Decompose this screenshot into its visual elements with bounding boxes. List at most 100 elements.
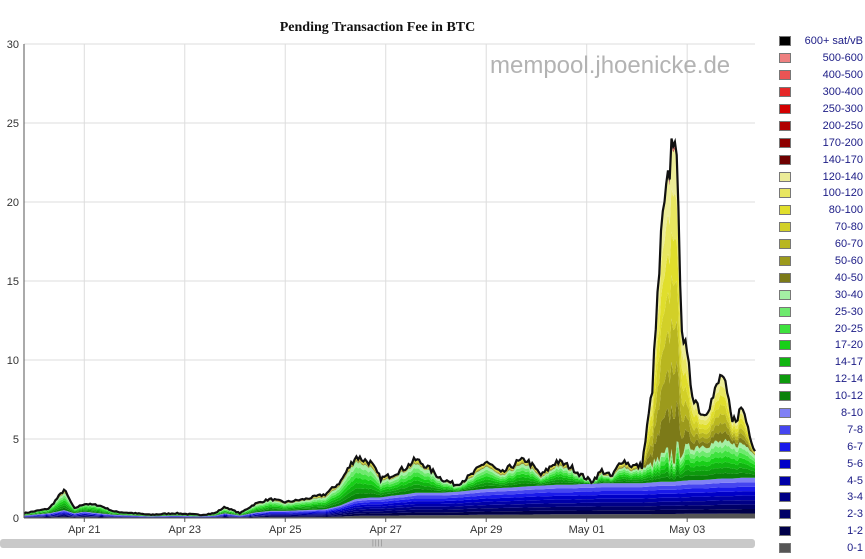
chart-title: Pending Transaction Fee in BTC <box>279 20 476 35</box>
legend-label: 400-500 <box>822 69 863 82</box>
legend-swatch <box>779 408 791 419</box>
legend-swatch <box>779 475 791 486</box>
legend-swatch <box>779 137 791 148</box>
legend-item[interactable]: 10-12 <box>779 388 863 405</box>
x-tick-label: Apr 21 <box>68 524 100 536</box>
legend-item[interactable]: 600+ sat/vB <box>779 33 863 50</box>
legend-swatch <box>779 120 791 131</box>
legend-swatch <box>779 458 791 469</box>
legend-swatch <box>779 272 791 283</box>
legend-label: 17-20 <box>834 339 863 352</box>
legend-item[interactable]: 3-4 <box>779 489 863 506</box>
legend-item[interactable]: 30-40 <box>779 286 863 303</box>
time-scrollbar[interactable]: |||| <box>0 539 755 548</box>
legend-item[interactable]: 200-250 <box>779 117 863 134</box>
legend-label: 600+ sat/vB <box>804 35 863 48</box>
legend-swatch <box>779 526 791 537</box>
legend-label: 5-6 <box>847 457 863 470</box>
area-3-4 <box>24 500 755 518</box>
legend-label: 20-25 <box>834 322 863 335</box>
legend-item[interactable]: 8-10 <box>779 405 863 422</box>
legend-swatch <box>779 256 791 267</box>
legend-item[interactable]: 14-17 <box>779 354 863 371</box>
area-10-12 <box>24 472 755 517</box>
legend-item[interactable]: 60-70 <box>779 236 863 253</box>
legend-item[interactable]: 80-100 <box>779 202 863 219</box>
area-5-6 <box>24 491 755 518</box>
y-tick-label: 5 <box>13 434 19 446</box>
legend-item[interactable]: 120-140 <box>779 168 863 185</box>
legend-swatch <box>779 391 791 402</box>
y-tick-label: 20 <box>7 197 19 209</box>
legend-swatch <box>779 424 791 435</box>
legend-swatch <box>779 171 791 182</box>
legend-item[interactable]: 400-500 <box>779 67 863 84</box>
y-tick-label: 0 <box>13 513 19 525</box>
legend-swatch <box>779 492 791 503</box>
legend-item[interactable]: 140-170 <box>779 151 863 168</box>
x-tick-label: Apr 29 <box>470 524 502 536</box>
x-tick-label: Apr 25 <box>269 524 301 536</box>
legend-item[interactable]: 5-6 <box>779 455 863 472</box>
area-layer <box>23 137 756 518</box>
legend[interactable]: 600+ sat/vB 500-600 400-500 300-400 250-300 2… <box>779 33 863 557</box>
legend-label: 14-17 <box>834 356 863 369</box>
legend-label: 170-200 <box>822 136 863 149</box>
legend-label: 100-120 <box>822 187 863 200</box>
legend-swatch <box>779 509 791 520</box>
legend-item[interactable]: 250-300 <box>779 101 863 118</box>
legend-item[interactable]: 500-600 <box>779 50 863 67</box>
legend-swatch <box>779 154 791 165</box>
x-tick-label: Apr 23 <box>169 524 201 536</box>
legend-item[interactable]: 2-3 <box>779 506 863 523</box>
legend-item[interactable]: 17-20 <box>779 337 863 354</box>
legend-label: 8-10 <box>840 407 863 420</box>
area-14-17 <box>24 461 755 516</box>
legend-item[interactable]: 20-25 <box>779 320 863 337</box>
legend-item[interactable]: 1-2 <box>779 523 863 540</box>
legend-swatch <box>779 374 791 385</box>
area-8-10 <box>24 477 755 517</box>
legend-swatch <box>779 357 791 368</box>
legend-label: 10-12 <box>834 390 863 403</box>
legend-item[interactable]: 6-7 <box>779 438 863 455</box>
legend-item[interactable]: 170-200 <box>779 134 863 151</box>
area-2-3 <box>24 504 755 518</box>
legend-swatch <box>779 239 791 250</box>
x-tick-label: Apr 27 <box>370 524 402 536</box>
legend-item[interactable]: 70-80 <box>779 219 863 236</box>
area-4-5 <box>24 495 755 518</box>
legend-item[interactable]: 40-50 <box>779 269 863 286</box>
legend-item[interactable]: 50-60 <box>779 253 863 270</box>
area-1-2 <box>24 509 755 518</box>
legend-swatch <box>779 323 791 334</box>
legend-item[interactable]: 4-5 <box>779 472 863 489</box>
legend-label: 80-100 <box>828 204 863 217</box>
y-tick-label: 10 <box>7 355 19 367</box>
legend-label: 250-300 <box>822 103 863 115</box>
area-6-7 <box>24 486 755 517</box>
legend-item[interactable]: 7-8 <box>779 421 863 438</box>
legend-label: 120-140 <box>822 170 863 183</box>
legend-item[interactable]: 25-30 <box>779 303 863 320</box>
area-17-20 <box>24 455 755 516</box>
legend-swatch <box>779 306 791 317</box>
legend-item[interactable]: 12-14 <box>779 371 863 388</box>
legend-item[interactable]: 100-120 <box>779 185 863 202</box>
x-tick-label: May 03 <box>669 524 705 536</box>
total-outline <box>23 137 756 517</box>
legend-swatch <box>779 87 791 98</box>
legend-swatch <box>779 222 791 233</box>
y-tick-label: 30 <box>7 39 19 51</box>
legend-label: 12-14 <box>834 373 863 386</box>
legend-label: 3-4 <box>847 491 863 504</box>
area-7-8 <box>24 482 755 517</box>
legend-swatch <box>779 289 791 300</box>
legend-label: 140-170 <box>822 153 863 166</box>
scrollbar-grip[interactable]: |||| <box>372 540 384 547</box>
legend-item[interactable]: 0-1 <box>779 540 863 557</box>
axis-layer: 0 5 10 15 20 25 30 Apr 21 Apr 23 Apr 25 Apr 27 Apr … <box>7 39 755 536</box>
legend-label: 300-400 <box>822 86 863 99</box>
legend-label: 70-80 <box>834 221 863 234</box>
legend-item[interactable]: 300-400 <box>779 84 863 101</box>
